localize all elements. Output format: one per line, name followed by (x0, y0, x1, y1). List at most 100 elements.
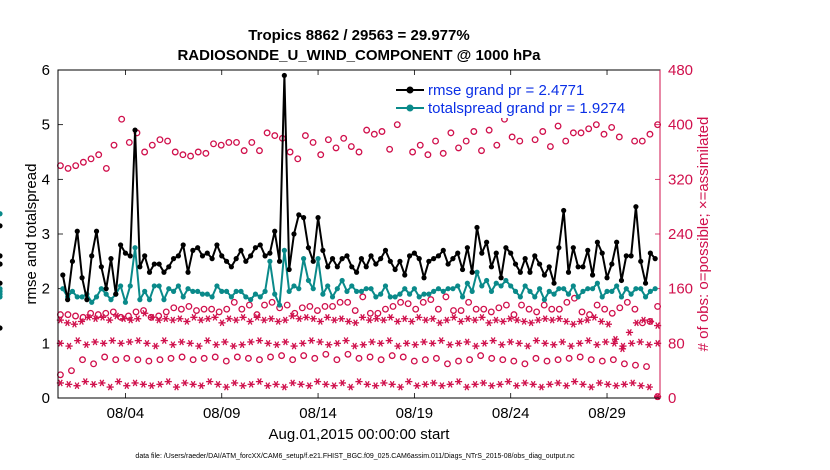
y-tick-label-right: 400 (668, 117, 693, 134)
obs-assimilated-marker (325, 341, 333, 349)
asterisk-stroke (92, 338, 98, 346)
totalspread-point (363, 286, 369, 292)
obs-assimilated-marker (421, 380, 429, 388)
totalspread-point (498, 283, 504, 289)
asterisk-stroke (542, 315, 548, 323)
asterisk-stroke (603, 338, 609, 346)
rmse-point (431, 256, 437, 262)
obs-assimilated-marker (430, 379, 438, 387)
asterisk-stroke (514, 382, 519, 390)
obs-possible-marker (179, 151, 187, 159)
rmse-point (580, 264, 586, 270)
obs-possible-marker (238, 305, 246, 313)
asterisk-stroke (547, 380, 553, 388)
obs-assimilated-marker (108, 337, 116, 345)
obs-possible-marker (470, 128, 478, 135)
obs-assimilated-marker (77, 318, 86, 325)
totalspread-point (358, 288, 365, 294)
totalspread-point (570, 283, 576, 289)
obs-assimilated-marker (576, 318, 584, 325)
obs-assimilated-marker (91, 315, 100, 323)
obs-assimilated-marker (629, 379, 637, 387)
totalspread-point (479, 283, 485, 289)
obs-assimilated-marker (172, 383, 181, 391)
obs-assimilated-marker (403, 339, 411, 347)
obs-possible-marker (601, 305, 609, 313)
obs-possible-marker (202, 149, 210, 157)
totalspread-point (565, 291, 572, 297)
obs-possible-marker (620, 360, 628, 368)
asterisk-stroke (360, 313, 365, 321)
obs-possible-marker (577, 129, 585, 137)
asterisk-stroke (124, 382, 130, 390)
totalspread-point (276, 302, 283, 308)
asterisk-stroke (421, 338, 427, 346)
asterisk-stroke (367, 316, 372, 324)
totalspread-point (532, 294, 538, 300)
y-tick-label-left: 1 (42, 335, 50, 352)
obs-possible-marker (450, 307, 457, 314)
rmse-point (0, 223, 3, 229)
obs-assimilated-marker (537, 383, 546, 391)
asterisk-stroke (412, 341, 418, 349)
obs-possible-marker (555, 305, 563, 313)
obs-possible-marker (321, 302, 329, 310)
asterisk-stroke (352, 342, 358, 350)
totalspread-point (522, 283, 528, 289)
totalspread-point (464, 280, 470, 286)
obs-possible-marker (399, 353, 407, 361)
asterisk-stroke (591, 313, 597, 321)
obs-possible-marker (543, 357, 551, 365)
asterisk-stroke (289, 312, 295, 320)
obs-possible-marker (200, 305, 208, 313)
obs-assimilated-marker (363, 380, 371, 388)
rmse-point (599, 250, 605, 256)
asterisk-stroke (184, 318, 190, 325)
asterisk-stroke (334, 339, 340, 347)
rmse-point (180, 242, 186, 248)
asterisk-stroke (58, 379, 63, 387)
obs-assimilated-marker (411, 341, 419, 349)
obs-possible-marker (141, 148, 149, 156)
obs-possible-marker (540, 301, 548, 309)
totalspread-point (397, 291, 403, 297)
obs-assimilated-marker (160, 337, 168, 345)
obs-possible-marker (164, 137, 172, 145)
asterisk-stroke (179, 338, 184, 346)
totalspread-point (344, 288, 350, 294)
obs-assimilated-marker (338, 379, 347, 387)
asterisk-stroke (395, 342, 401, 350)
obs-possible-marker (233, 353, 241, 361)
asterisk-stroke (268, 315, 274, 323)
rmse-point (325, 264, 331, 270)
rmse-point (556, 245, 562, 251)
asterisk-stroke (572, 378, 578, 386)
rmse-point (445, 261, 451, 267)
asterisk-stroke (388, 313, 393, 321)
asterisk-stroke (187, 339, 193, 347)
obs-assimilated-marker (281, 338, 290, 346)
obs-possible-marker (211, 353, 219, 361)
totalspread-point (551, 291, 557, 297)
totalspread-point (618, 294, 625, 300)
totalspread-point (426, 291, 432, 297)
asterisk-stroke (107, 316, 112, 324)
obs-assimilated-marker (645, 341, 653, 349)
rmse-point (508, 250, 514, 256)
obs-possible-marker (167, 354, 175, 362)
rmse-point (368, 253, 374, 259)
asterisk-stroke (191, 313, 197, 321)
obs-assimilated-marker (232, 316, 240, 324)
legend-totalspread-marker (406, 104, 414, 112)
asterisk-stroke (346, 318, 351, 325)
asterisk-stroke (149, 382, 155, 390)
asterisk-stroke (135, 337, 141, 345)
asterisk-stroke (300, 339, 306, 347)
obs-assimilated-marker (496, 380, 504, 388)
obs-assimilated-marker (579, 380, 587, 388)
legend-rmse-marker (406, 86, 414, 94)
obs-assimilated-marker (534, 316, 542, 324)
asterisk-stroke (196, 342, 202, 350)
obs-assimilated-marker (323, 313, 331, 321)
obs-assimilated-marker (464, 315, 472, 323)
